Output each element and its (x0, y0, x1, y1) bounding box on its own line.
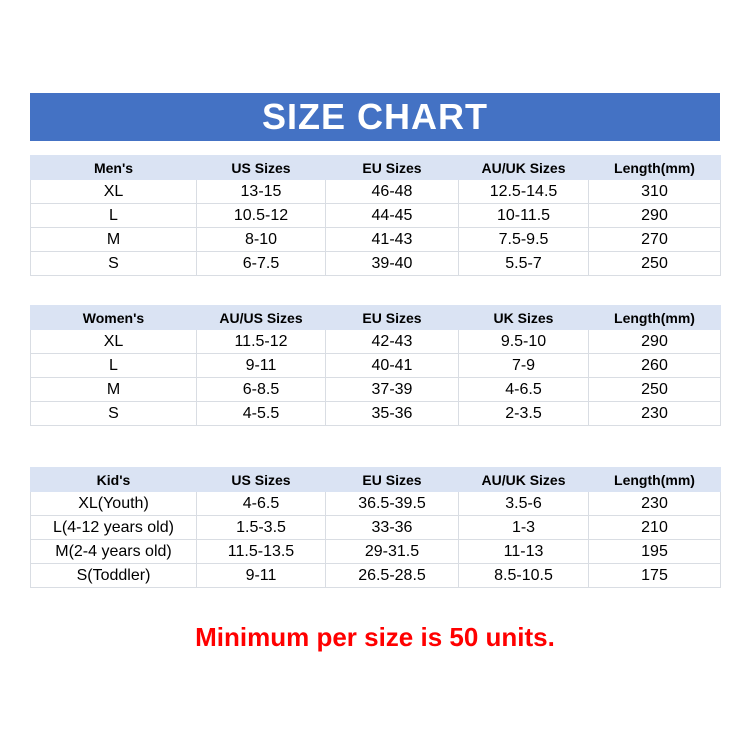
kids-size-table: Kid's US Sizes EU Sizes AU/UK Sizes Length(m… (30, 467, 721, 588)
table-cell: M (30, 227, 197, 252)
header-row: Men's US Sizes EU Sizes AU/UK Sizes Length(m… (30, 155, 721, 180)
table-row: M 8-10 41-43 7.5-9.5 270 (30, 227, 721, 252)
table-cell: 9-11 (196, 563, 326, 588)
column-header: US Sizes (196, 467, 326, 492)
table-cell: 250 (588, 251, 721, 276)
table-cell: 195 (588, 539, 721, 564)
table-cell: 3.5-6 (458, 491, 589, 516)
table-row: L 9-11 40-41 7-9 260 (30, 353, 721, 378)
table-cell: 210 (588, 515, 721, 540)
column-header: AU/US Sizes (196, 305, 326, 330)
table-cell: 42-43 (325, 329, 459, 354)
column-header: Length(mm) (588, 155, 721, 180)
table-cell: 290 (588, 329, 721, 354)
header-row: Kid's US Sizes EU Sizes AU/UK Sizes Length(m… (30, 467, 721, 492)
table-cell: 12.5-14.5 (458, 179, 589, 204)
table-cell: XL (30, 329, 197, 354)
table-cell: L(4-12 years old) (30, 515, 197, 540)
table-row: XL 11.5-12 42-43 9.5-10 290 (30, 329, 721, 354)
table-row: XL 13-15 46-48 12.5-14.5 310 (30, 179, 721, 204)
table-cell: 7.5-9.5 (458, 227, 589, 252)
table-cell: 6-8.5 (196, 377, 326, 402)
column-header: Length(mm) (588, 305, 721, 330)
table-cell: 4-5.5 (196, 401, 326, 426)
page-title: SIZE CHART (30, 93, 720, 141)
table-cell: 33-36 (325, 515, 459, 540)
table-cell: 41-43 (325, 227, 459, 252)
table-cell: 290 (588, 203, 721, 228)
table-cell: 39-40 (325, 251, 459, 276)
column-header: Length(mm) (588, 467, 721, 492)
table-cell: XL(Youth) (30, 491, 197, 516)
table-cell: M (30, 377, 197, 402)
table-row: S(Toddler) 9-11 26.5-28.5 8.5-10.5 175 (30, 563, 721, 588)
table-row: M(2-4 years old) 11.5-13.5 29-31.5 11-13 195 (30, 539, 721, 564)
mens-size-table: Men's US Sizes EU Sizes AU/UK Sizes Length(m… (30, 155, 721, 276)
column-header: AU/UK Sizes (458, 155, 589, 180)
header-row: Women's AU/US Sizes EU Sizes UK Sizes Length… (30, 305, 721, 330)
table-cell: 4-6.5 (458, 377, 589, 402)
table-cell: 250 (588, 377, 721, 402)
table-cell: 10.5-12 (196, 203, 326, 228)
table-cell: S(Toddler) (30, 563, 197, 588)
table-cell: 270 (588, 227, 721, 252)
table-cell: 29-31.5 (325, 539, 459, 564)
table-cell: 8.5-10.5 (458, 563, 589, 588)
table-cell: S (30, 401, 197, 426)
table-cell: 7-9 (458, 353, 589, 378)
table-row: L(4-12 years old) 1.5-3.5 33-36 1-3 210 (30, 515, 721, 540)
table-cell: 10-11.5 (458, 203, 589, 228)
table-cell: 1-3 (458, 515, 589, 540)
table-cell: 40-41 (325, 353, 459, 378)
table-cell: 260 (588, 353, 721, 378)
table-cell: M(2-4 years old) (30, 539, 197, 564)
column-header: EU Sizes (325, 305, 459, 330)
table-cell: 310 (588, 179, 721, 204)
table-cell: 13-15 (196, 179, 326, 204)
column-header: US Sizes (196, 155, 326, 180)
table-cell: 9-11 (196, 353, 326, 378)
table-cell: 37-39 (325, 377, 459, 402)
column-header: EU Sizes (325, 467, 459, 492)
table-cell: XL (30, 179, 197, 204)
table-cell: 11.5-13.5 (196, 539, 326, 564)
table-cell: 5.5-7 (458, 251, 589, 276)
table-cell: 2-3.5 (458, 401, 589, 426)
table-cell: 8-10 (196, 227, 326, 252)
table-row: XL(Youth) 4-6.5 36.5-39.5 3.5-6 230 (30, 491, 721, 516)
column-header: EU Sizes (325, 155, 459, 180)
table-cell: 36.5-39.5 (325, 491, 459, 516)
table-cell: 4-6.5 (196, 491, 326, 516)
table-row: S 6-7.5 39-40 5.5-7 250 (30, 251, 721, 276)
column-header: Kid's (30, 467, 197, 492)
table-cell: 11.5-12 (196, 329, 326, 354)
table-cell: 35-36 (325, 401, 459, 426)
table-cell: 1.5-3.5 (196, 515, 326, 540)
table-cell: 26.5-28.5 (325, 563, 459, 588)
womens-size-table: Women's AU/US Sizes EU Sizes UK Sizes Length… (30, 305, 721, 426)
column-header: Men's (30, 155, 197, 180)
table-cell: 44-45 (325, 203, 459, 228)
table-cell: 175 (588, 563, 721, 588)
column-header: UK Sizes (458, 305, 589, 330)
table-row: L 10.5-12 44-45 10-11.5 290 (30, 203, 721, 228)
table-cell: 11-13 (458, 539, 589, 564)
table-cell: L (30, 203, 197, 228)
table-cell: L (30, 353, 197, 378)
table-row: M 6-8.5 37-39 4-6.5 250 (30, 377, 721, 402)
table-row: S 4-5.5 35-36 2-3.5 230 (30, 401, 721, 426)
table-cell: 46-48 (325, 179, 459, 204)
table-cell: 230 (588, 491, 721, 516)
table-cell: 9.5-10 (458, 329, 589, 354)
table-cell: S (30, 251, 197, 276)
column-header: Women's (30, 305, 197, 330)
table-cell: 230 (588, 401, 721, 426)
column-header: AU/UK Sizes (458, 467, 589, 492)
minimum-order-note: Minimum per size is 50 units. (195, 622, 555, 652)
table-cell: 6-7.5 (196, 251, 326, 276)
